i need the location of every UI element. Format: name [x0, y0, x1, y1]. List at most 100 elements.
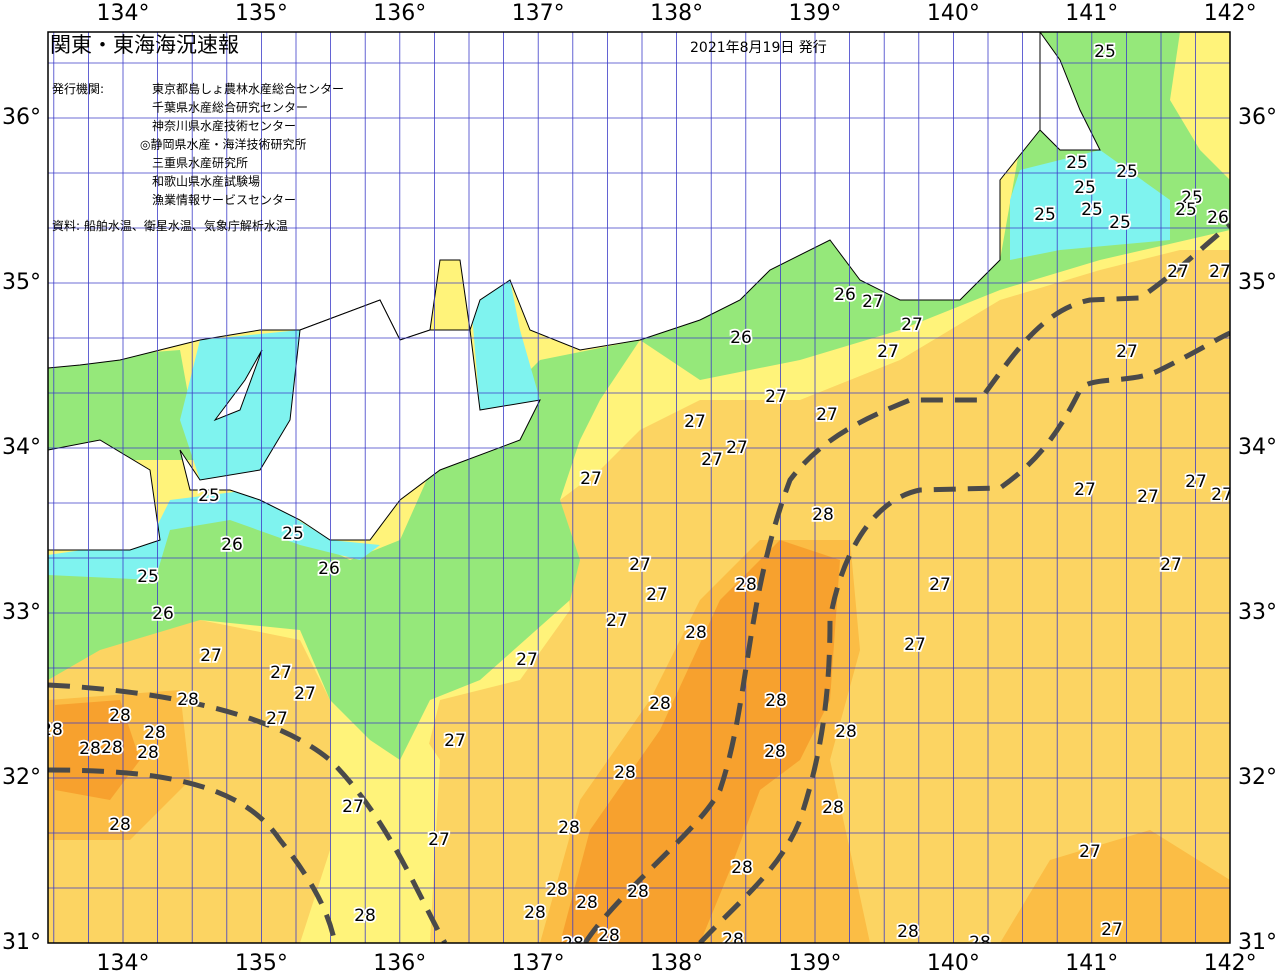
contour-label: 27	[1101, 920, 1123, 940]
current-line	[48, 682, 448, 943]
contour-label: 27	[444, 731, 466, 751]
contour-label: 27	[516, 650, 538, 670]
issuer: 千葉県水産総合研究センター	[152, 100, 308, 115]
contour-label: 25	[1074, 178, 1096, 198]
issuers-label: 発行機関:	[52, 81, 104, 96]
longitude-label: 135°	[235, 1, 288, 26]
longitude-label: 137°	[512, 1, 565, 26]
contour-label: 28	[144, 723, 166, 743]
latitude-label: 33°	[2, 600, 41, 625]
issuers: 東京都島しょ農林水産総合センター千葉県水産総合研究センター神奈川県水産技術センタ…	[140, 81, 344, 207]
latitude-label: 31°	[1238, 930, 1277, 955]
contour-label: 27	[901, 315, 923, 335]
contour-label: 27	[816, 405, 838, 425]
latitude-label: 32°	[2, 765, 41, 790]
contour-label: 27	[646, 585, 668, 605]
longitude-label: 141°	[1065, 951, 1118, 976]
zone-25	[470, 280, 540, 410]
map-frame	[47, 31, 1231, 944]
contour-label: 28	[685, 623, 707, 643]
contour-label: 28	[835, 722, 857, 742]
issuer: 東京都島しょ農林水産総合センター	[152, 81, 344, 96]
contour-label: 27	[765, 387, 787, 407]
contour-label: 26	[318, 559, 340, 579]
contour-label: 25	[1181, 188, 1203, 208]
contour-label: 28	[524, 903, 546, 923]
contour-label: 26	[834, 285, 856, 305]
zone-28-warm	[55, 700, 140, 800]
contour-label: 28	[558, 818, 580, 838]
contour-label: 28	[79, 739, 101, 759]
contour-label: 25	[198, 486, 220, 506]
longitude-label: 136°	[373, 951, 426, 976]
title: 関東・東海海況速報	[50, 33, 239, 57]
contour-label: 28	[731, 858, 753, 878]
longitude-label: 137°	[512, 951, 565, 976]
contour-label: 27	[1116, 342, 1138, 362]
contour-label: 28	[764, 742, 786, 762]
issue-date: 2021年8月19日 発行	[690, 40, 827, 56]
contour-label: 27	[726, 438, 748, 458]
contour-label: 28	[546, 880, 568, 900]
contour-label: 27	[877, 342, 899, 362]
latitude-label: 34°	[2, 435, 41, 460]
latitude-label: 35°	[1238, 270, 1277, 295]
contour-label: 28	[41, 720, 63, 740]
latitude-label: 31°	[2, 930, 41, 955]
contour-label: 27	[200, 646, 222, 666]
longitude-label: 139°	[789, 1, 842, 26]
contour-label: 27	[1167, 262, 1189, 282]
longitude-label: 134°	[97, 951, 150, 976]
longitude-label: 138°	[650, 951, 703, 976]
zone-28-warm	[560, 540, 840, 943]
contour-label: 28	[177, 690, 199, 710]
latitude-label: 36°	[1238, 105, 1277, 130]
latitude-label: 32°	[1238, 765, 1277, 790]
contour-label: 28	[614, 763, 636, 783]
contour-label: 25	[137, 567, 159, 587]
contour-label: 28	[598, 926, 620, 946]
contour-label: 28	[897, 922, 919, 942]
contour-label: 27	[1185, 472, 1207, 492]
current-line	[698, 330, 1230, 943]
contour-label: 27	[1160, 555, 1182, 575]
contour-label: 28	[765, 691, 787, 711]
contour-label: 28	[627, 882, 649, 902]
contour-label: 25	[282, 524, 304, 544]
contour-label: 25	[1066, 153, 1088, 173]
contour-label: 25	[1175, 200, 1197, 220]
longitude-label: 135°	[235, 951, 288, 976]
contour-label: 28	[735, 575, 757, 595]
contour-label: 27	[701, 450, 723, 470]
contour-label: 28	[109, 706, 131, 726]
issuer: ◎静岡県水産・海洋技術研究所	[140, 137, 306, 152]
issuer: 三重県水産研究所	[152, 155, 248, 170]
contour-label: 28	[101, 738, 123, 758]
current-axis	[48, 223, 1230, 943]
longitude-label: 138°	[650, 1, 703, 26]
zone-26	[48, 350, 200, 460]
longitude-label: 134°	[97, 1, 150, 26]
zone-27-light	[300, 700, 440, 943]
zone-25	[48, 490, 380, 580]
latitude-label: 33°	[1238, 600, 1277, 625]
contour-label: 25	[1109, 213, 1131, 233]
contour-label: 27	[684, 412, 706, 432]
current-line	[48, 767, 338, 943]
longitude-label: 140°	[927, 951, 980, 976]
contour-label: 25	[1116, 162, 1138, 182]
contour-label: 26	[152, 604, 174, 624]
longitude-label: 141°	[1065, 1, 1118, 26]
contour-label: 26	[221, 535, 243, 555]
contour-label: 27	[929, 575, 951, 595]
land	[179, 299, 541, 541]
land	[1039, 32, 1101, 151]
longitude-label: 142°	[1204, 951, 1257, 976]
source: 資料: 船舶水温、衛星水温、気象庁解析水温	[52, 218, 288, 233]
contour-label: 27	[1079, 842, 1101, 862]
issuer: 和歌山県水産試験場	[152, 174, 260, 189]
contour-label: 28	[822, 798, 844, 818]
